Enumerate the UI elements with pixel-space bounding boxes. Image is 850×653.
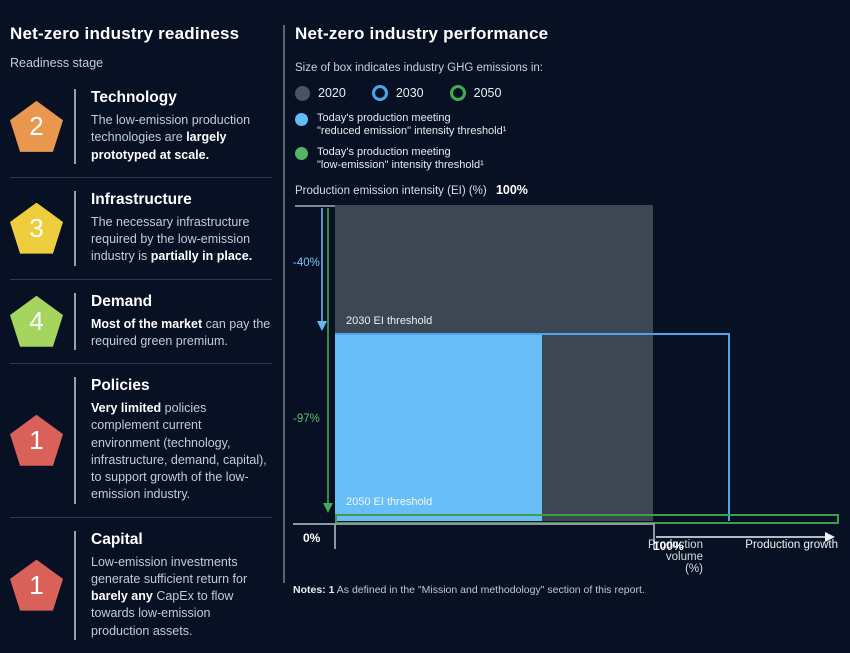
legend-line2: "low-emission" intensity threshold¹ [317,159,484,172]
item-heading: Technology [91,89,177,106]
legend-intro: Size of box indicates industry GHG emiss… [295,62,543,74]
readiness-item-demand: 4 Demand Most of the market can pay the … [10,278,272,364]
y-axis-label: Production emission intensity (EI) (%) [295,184,487,197]
circle-ring-green-icon [449,85,466,101]
legend-item-2050: 2050 [449,85,502,101]
legend-line1: Today's production meeting [317,145,451,158]
pentagon-stage-icon: 2 [10,100,63,152]
desc-bold: Most of the market [91,316,203,331]
x-axis-100-tick [653,523,655,549]
stage-badge-column: 1 [10,414,74,466]
circle-filled-blue-icon [295,113,308,126]
legend-item-reduced-emission: Today's production meeting "reduced emis… [295,112,845,139]
item-description: The necessary infrastructure required by… [91,214,272,266]
net-zero-infographic: { "readiness": { "title": "Net-zero indu… [10,24,850,640]
performance-panel: Net-zero industry performance Size of bo… [295,24,845,197]
item-text: Demand Most of the market can pay the re… [74,292,272,351]
item-heading: Policies [91,377,150,394]
x-axis-0-tick [334,523,336,549]
year-legend: 2020 2030 2050 [295,85,845,101]
legend-item-2030: 2030 [371,85,424,101]
y-axis-100-tick [295,205,335,207]
stage-badge-column: 4 [10,295,74,347]
panel-divider [283,25,285,583]
box-2030-emissions-outline [335,333,730,521]
readiness-item-capital: 1 Capital Low-emission investments gener… [10,516,272,653]
x-axis-min-label: 0% [303,531,321,545]
pentagon-stage-icon: 4 [10,295,63,347]
readiness-item-policies: 1 Policies Very limited policies complem… [10,363,272,517]
stage-badge-column: 2 [10,100,74,152]
readiness-item-technology: 2 Technology The low-emission production… [10,76,272,177]
readiness-item-infrastructure: 3 Infrastructure The necessary infrastru… [10,176,272,279]
item-heading: Capital [91,530,143,548]
item-description: Low-emission investments generate suffic… [91,554,272,640]
delta-2050-label: -97% [293,413,320,425]
item-description: Most of the market can pay the required … [91,316,272,351]
legend-line1: Today's production meeting [317,112,451,124]
delta-2030-label: -40% [293,257,320,269]
pentagon-stage-icon: 1 [10,559,63,611]
performance-title: Net-zero industry performance [295,24,549,43]
footnote-label: Notes: 1 [293,584,335,596]
x-axis-label: Production volume (%) [648,539,703,575]
threshold-2050-label: 2050 EI threshold [346,496,433,508]
legend-line2: "reduced emission" intensity threshold¹ [317,125,507,138]
stage-badge-column: 1 [10,559,74,611]
item-text: Technology The low-emission production t… [74,89,272,164]
production-growth-label: Production growth [745,539,838,551]
legend-item-low-emission: Today's production meeting "low-emission… [295,146,845,173]
desc-bold: barely any [91,589,153,603]
stage-number: 1 [29,569,44,600]
pentagon-stage-icon: 3 [10,202,63,254]
circle-filled-green-icon [295,146,308,160]
y-axis-label-row: Production emission intensity (EI) (%) 1… [295,183,845,197]
item-heading: Demand [91,292,153,310]
arrow-down-blue-icon [317,208,327,331]
item-text: Capital Low-emission investments generat… [74,530,272,640]
item-text: Policies Very limited policies complemen… [74,377,272,504]
stage-number: 4 [29,305,44,336]
desc-pre: Low-emission investments generate suffic… [91,554,248,586]
threshold-legend: Today's production meeting "reduced emis… [295,112,845,173]
footnote: Notes: 1 As defined in the "Mission and … [293,584,645,596]
item-text: Infrastructure The necessary infrastruct… [74,190,272,266]
footnote-text: As defined in the "Mission and methodolo… [334,584,645,596]
legend-text: Today's production meeting "low-emission… [317,146,484,173]
desc-post: policies complement current environment … [91,401,267,502]
desc-pre: The necessary infrastructure required by… [91,214,251,264]
x-axis-line [293,523,655,525]
item-heading: Infrastructure [91,190,192,208]
arrow-right-white-icon [656,532,835,542]
legend-year-label: 2030 [395,86,424,100]
stage-number: 1 [29,424,44,455]
readiness-title: Net-zero industry readiness [10,24,240,43]
pentagon-stage-icon: 1 [10,414,63,466]
x-axis-max: 100% [653,539,684,553]
readiness-panel: Net-zero industry readiness Readiness st… [10,24,272,653]
legend-text: Today's production meeting "reduced emis… [317,112,506,139]
legend-year-label: 2020 [318,86,346,100]
circle-ring-blue-icon [371,85,388,101]
emissions-chart: -40% -97% 2030 EI threshold 2050 EI thre… [293,205,850,575]
readiness-items: 2 Technology The low-emission production… [10,76,272,653]
legend-item-2020: 2020 [295,85,346,101]
box-reduced-emission-production [335,333,542,521]
stage-number: 3 [29,212,44,243]
readiness-stage-label: Readiness stage [10,56,104,70]
arrow-down-green-icon [323,208,333,513]
stage-badge-column: 3 [10,202,74,254]
desc-bold: partially in place. [150,249,253,264]
threshold-2030-label: 2030 EI threshold [346,315,433,327]
item-description: Very limited policies complement current… [91,400,272,504]
item-description: The low-emission production technologies… [91,112,272,164]
legend-year-label: 2050 [473,86,502,100]
circle-filled-grey-icon [295,85,310,101]
y-axis-max: 100% [495,182,528,197]
desc-bold: Very limited [91,401,162,415]
stage-number: 2 [29,110,44,141]
desc-bold: largely prototyped at scale. [91,130,227,162]
desc-post: can pay the required green premium. [91,316,271,348]
desc-pre: The low-emission production technologies… [91,113,251,145]
